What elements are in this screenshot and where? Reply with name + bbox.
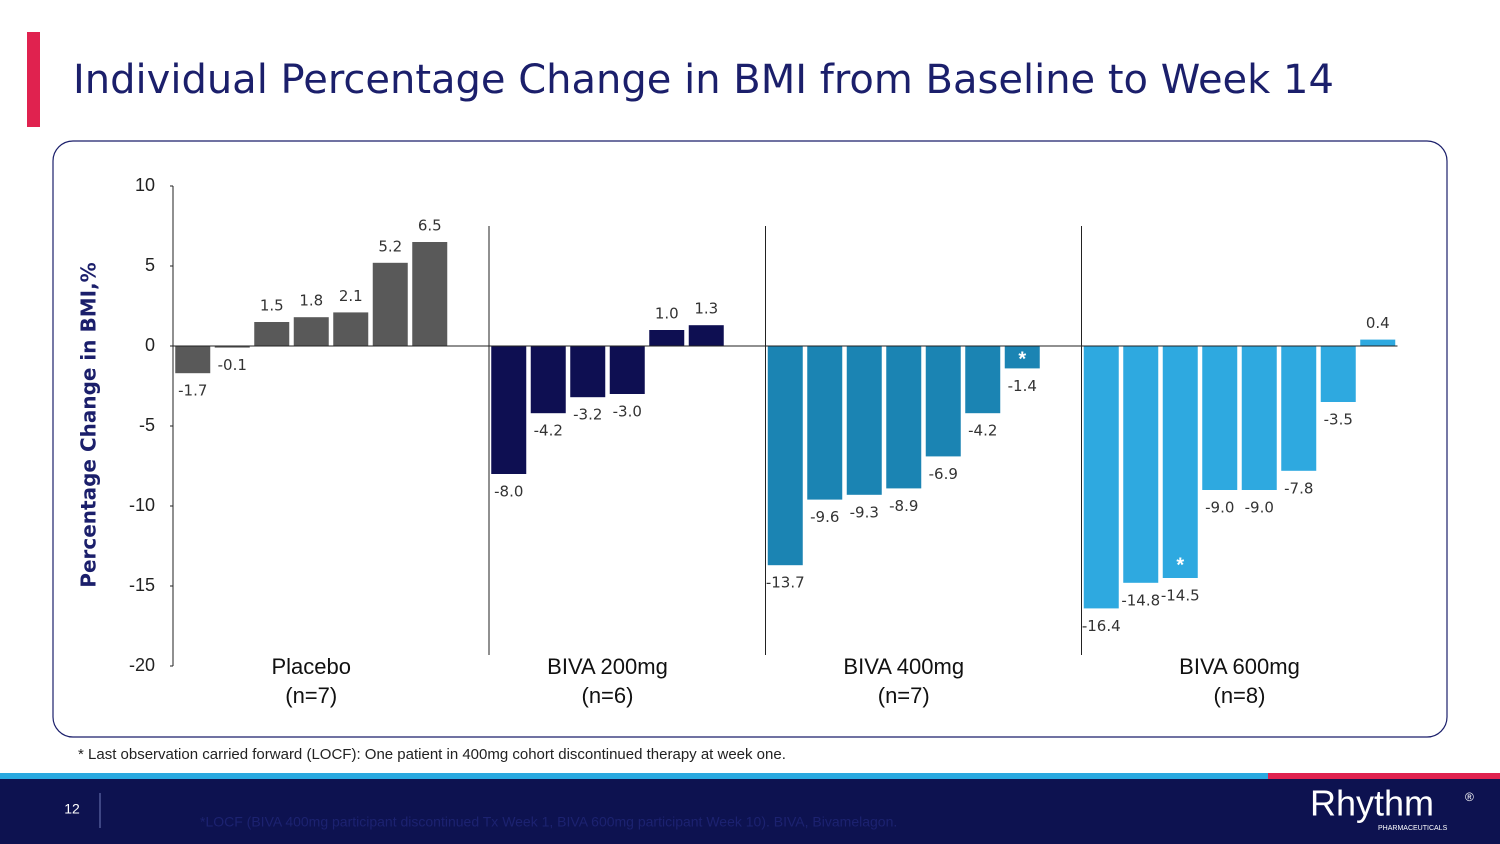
bar: [530, 346, 566, 414]
value-label: -13.7: [766, 574, 805, 592]
accent-bar: [27, 32, 40, 127]
bar: [254, 322, 290, 346]
value-label: 5.2: [378, 237, 402, 255]
bar: [412, 242, 448, 346]
group-label: BIVA 400mg: [843, 654, 964, 679]
bar: [491, 346, 527, 474]
y-tick-label: 5: [145, 255, 155, 275]
bar: [1083, 346, 1119, 609]
value-label: -4.2: [534, 422, 563, 440]
value-label: -9.0: [1205, 499, 1234, 517]
bar: [293, 317, 329, 346]
y-tick-label: -5: [139, 415, 155, 435]
value-label: 1.3: [694, 300, 718, 318]
bar-note: *: [1018, 348, 1026, 370]
y-tick-label: -20: [129, 655, 155, 675]
value-label: -3.0: [613, 403, 642, 421]
bar: [175, 346, 211, 374]
bar: [1281, 346, 1317, 471]
bar: [846, 346, 882, 495]
bar: [1202, 346, 1238, 490]
bar: [688, 325, 724, 346]
bar: [609, 346, 645, 394]
value-label: 2.1: [339, 287, 363, 305]
value-label: -8.0: [494, 483, 523, 501]
y-tick-label: 10: [135, 175, 155, 195]
value-label: -9.6: [810, 508, 839, 526]
y-tick-label: -15: [129, 575, 155, 595]
stripe-red: [1268, 773, 1500, 779]
group-label: BIVA 600mg: [1179, 654, 1300, 679]
value-label: -3.2: [573, 406, 602, 424]
bar: [649, 330, 685, 346]
bar: [767, 346, 803, 566]
bar: [807, 346, 843, 500]
bar-note: *: [1176, 554, 1184, 576]
value-label: -3.5: [1324, 411, 1353, 429]
bar: [1162, 346, 1198, 578]
bar: [925, 346, 961, 457]
value-label: -14.8: [1121, 591, 1160, 609]
value-label: -6.9: [929, 465, 958, 483]
value-label: 1.5: [260, 297, 284, 315]
group-sublabel: (n=7): [285, 683, 337, 708]
bar: [1360, 339, 1396, 346]
bottom-note: *LOCF (BIVA 400mg participant discontinu…: [200, 814, 897, 830]
value-label: -1.7: [178, 382, 207, 400]
value-label: 6.5: [418, 217, 442, 235]
value-label: -16.4: [1082, 617, 1121, 635]
value-label: 0.4: [1366, 314, 1390, 332]
page-number: 12: [64, 801, 80, 817]
footnote: * Last observation carried forward (LOCF…: [78, 746, 786, 763]
chart-frame: [52, 140, 1448, 738]
bar: [1241, 346, 1277, 490]
y-tick-label: 0: [145, 335, 155, 355]
group-label: Placebo: [271, 654, 351, 679]
footer-band: [0, 779, 1500, 844]
bar: [1004, 346, 1040, 369]
value-label: -0.1: [218, 356, 247, 374]
logo-mark: ®: [1465, 790, 1474, 804]
y-tick-label: -10: [129, 495, 155, 515]
bar: [886, 346, 922, 489]
bar: [333, 312, 369, 346]
value-label: -1.4: [1008, 377, 1037, 395]
value-label: -14.5: [1161, 587, 1200, 605]
bar: [570, 346, 606, 398]
slide-title: Individual Percentage Change in BMI from…: [73, 57, 1334, 103]
value-label: -8.9: [889, 497, 918, 515]
plot: -20 -15 -10 -5 0 5 10 -1.7 -0.1 1.5 1.8 2.1 5.2 6.5 Pl…: [129, 175, 1398, 708]
value-label: -4.2: [968, 422, 997, 440]
bar: [214, 346, 250, 348]
stripe-blue: [0, 773, 1268, 779]
bar: [1320, 346, 1356, 402]
logo-sub: PHARMACEUTICALS: [1378, 825, 1448, 832]
group-label: BIVA 200mg: [547, 654, 668, 679]
logo: Rhythm: [1310, 783, 1434, 824]
group-sublabel: (n=8): [1214, 683, 1266, 708]
bar: [1123, 346, 1159, 583]
value-label: -7.8: [1284, 479, 1313, 497]
value-label: -9.0: [1245, 499, 1274, 517]
value-label: 1.8: [299, 292, 323, 310]
value-label: -9.3: [850, 503, 879, 521]
group-sublabel: (n=7): [878, 683, 930, 708]
y-axis-label: Percentage Change in BMI,%: [77, 262, 101, 587]
value-label: 1.0: [655, 305, 679, 323]
bar: [372, 262, 408, 346]
group-sublabel: (n=6): [582, 683, 634, 708]
bar: [965, 346, 1001, 414]
